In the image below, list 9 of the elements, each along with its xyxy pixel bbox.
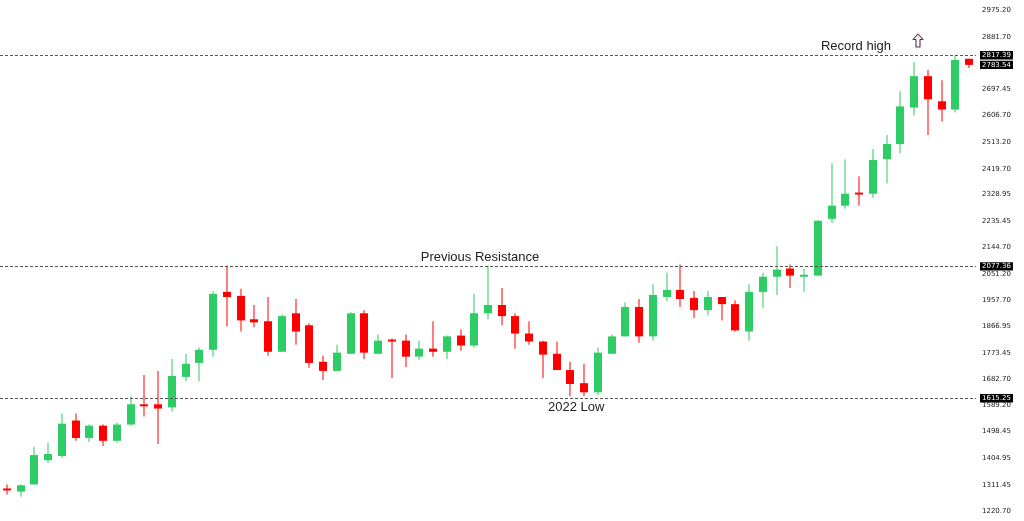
candlestick bbox=[388, 338, 396, 379]
ref-line-label: Previous Resistance bbox=[420, 249, 540, 265]
candlestick bbox=[154, 370, 162, 444]
ref-line-label: 2022 Low bbox=[548, 399, 606, 415]
candlestick bbox=[800, 268, 808, 292]
ref-line-label: Record high bbox=[820, 38, 892, 54]
candlestick bbox=[140, 374, 148, 417]
candlestick bbox=[855, 176, 863, 206]
candlestick bbox=[429, 321, 437, 357]
